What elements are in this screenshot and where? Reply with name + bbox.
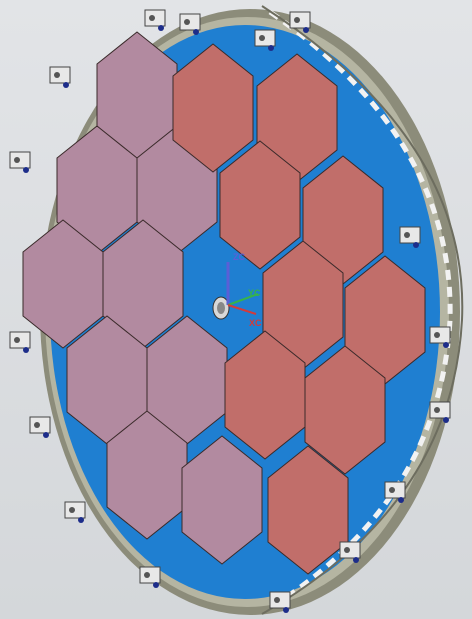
xc-axis-label: XC [249, 318, 262, 328]
actuator-bracket-icon [10, 332, 30, 353]
actuator-bracket-icon [145, 10, 165, 31]
zc-axis-label: ZC [233, 252, 245, 262]
actuator-bracket-icon [140, 567, 160, 588]
central-hub-bore [217, 302, 225, 314]
actuator-bracket-icon [30, 417, 50, 438]
actuator-bracket-icon [50, 67, 70, 88]
actuator-bracket-icon [10, 152, 30, 173]
yc-axis-label: YC [248, 288, 261, 298]
actuator-bracket-icon [65, 502, 85, 523]
